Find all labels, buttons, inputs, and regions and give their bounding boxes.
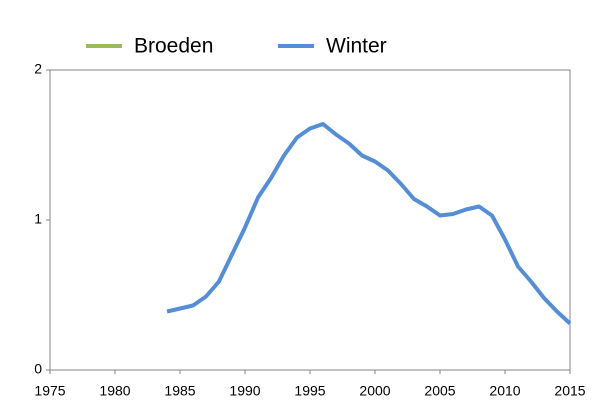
x-tick-label: 1990 [229, 383, 260, 399]
x-tick-label: 2000 [359, 383, 390, 399]
legend-label: Winter [326, 35, 387, 58]
y-tick-label: 2 [34, 61, 42, 77]
x-tick-label: 2010 [489, 383, 520, 399]
y-tick-label: 0 [34, 361, 42, 377]
legend-label: Broeden [134, 35, 213, 58]
x-tick-label: 2015 [554, 383, 585, 399]
y-tick-label: 1 [34, 211, 42, 227]
x-tick-label: 2005 [424, 383, 455, 399]
x-tick-label: 1995 [294, 383, 325, 399]
x-tick-label: 1980 [99, 383, 130, 399]
x-tick-label: 1975 [34, 383, 65, 399]
plot-frame [49, 69, 571, 371]
legend: Broeden Winter [86, 35, 387, 58]
data-line [166, 122, 572, 325]
x-tick-label: 1985 [164, 383, 195, 399]
